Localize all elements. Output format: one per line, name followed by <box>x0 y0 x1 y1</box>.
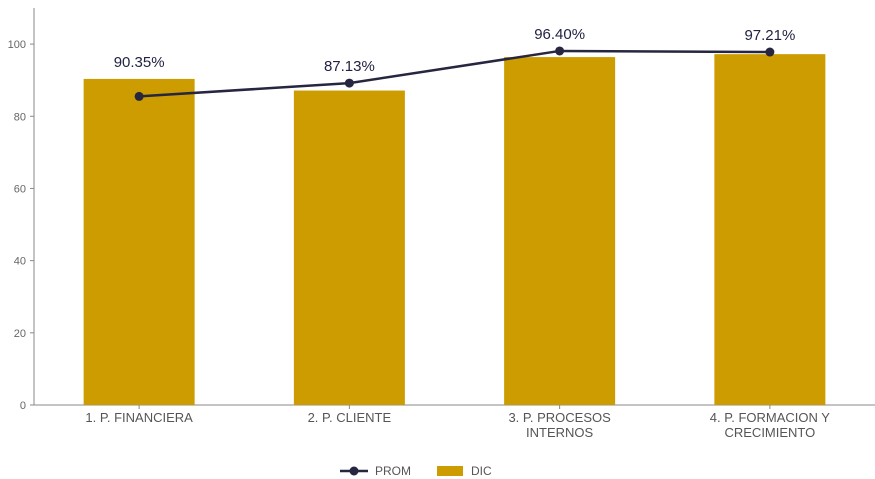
line-point <box>134 91 144 101</box>
line-point <box>765 47 775 57</box>
legend-marker-icon <box>349 466 359 476</box>
series-line <box>139 49 770 98</box>
bar <box>504 57 616 405</box>
data-label: 87.13% <box>324 58 375 75</box>
x-tick-label: 2. P. CLIENTE <box>308 410 392 425</box>
x-tick-label-line: 1. P. FINANCIERA <box>85 410 193 425</box>
x-tick-label: 1. P. FINANCIERA <box>85 410 193 425</box>
bar <box>714 54 826 405</box>
x-tick-label-line: 3. P. PROCESOS <box>508 410 611 425</box>
data-labels: 90.35% 87.13% 96.40% 97.21% <box>114 26 796 75</box>
legend: PROM DIC <box>340 464 492 478</box>
x-axis: 1. P. FINANCIERA 2. P. CLIENTE 3. P. PROCE… <box>34 404 875 440</box>
x-tick-label-line: CRECIMIENTO <box>724 425 815 440</box>
line-point <box>344 78 354 88</box>
bar <box>83 78 195 405</box>
x-tick-label-line: 2. P. CLIENTE <box>308 410 392 425</box>
legend-label: DIC <box>471 464 492 478</box>
y-tick-label: 20 <box>14 328 26 340</box>
y-tick-label: 100 <box>8 39 26 51</box>
bar-series-dic <box>83 54 826 405</box>
y-tick-label: 40 <box>14 256 26 268</box>
data-label: 97.21% <box>744 27 795 44</box>
legend-bar-icon <box>437 466 463 476</box>
line-point <box>555 46 565 56</box>
x-tick-label: 3. P. PROCESOS INTERNOS <box>508 410 611 440</box>
legend-label: PROM <box>375 464 411 478</box>
y-axis: 0 20 40 60 80 100 <box>8 8 35 412</box>
x-tick-label-line: INTERNOS <box>526 425 594 440</box>
y-tick-label: 80 <box>14 111 26 123</box>
x-tick-label-line: 4. P. FORMACION Y <box>710 410 830 425</box>
data-label: 90.35% <box>114 54 165 71</box>
y-tick-label: 60 <box>14 183 26 195</box>
y-tick-label: 0 <box>20 400 26 412</box>
line-series-prom <box>134 46 775 101</box>
bar <box>293 90 405 405</box>
x-tick-label: 4. P. FORMACION Y CRECIMIENTO <box>710 410 830 440</box>
data-label: 96.40% <box>534 26 585 43</box>
